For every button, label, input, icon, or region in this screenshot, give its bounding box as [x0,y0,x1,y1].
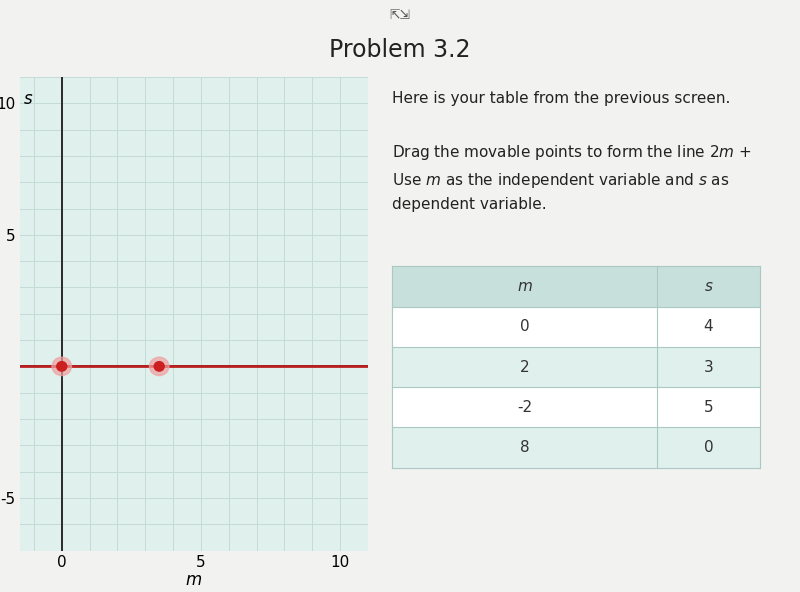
Text: s: s [705,279,713,294]
Text: ⇱⇲: ⇱⇲ [390,9,410,22]
Bar [392,307,657,347]
Bar [657,387,760,427]
Text: -2: -2 [517,400,532,415]
Bar [657,347,760,387]
Text: 8: 8 [520,440,530,455]
Bar [392,347,657,387]
Bar [392,427,657,468]
Bar [657,307,760,347]
Text: 3: 3 [704,359,714,375]
Circle shape [52,357,71,375]
Text: 4: 4 [704,319,714,334]
Text: s: s [24,90,33,108]
Text: Drag the movable points to form the line $2m$ +
Use $m$ as the independent varia: Drag the movable points to form the line… [392,143,751,212]
Bar [657,427,760,468]
Bar [392,387,657,427]
Text: Here is your table from the previous screen.: Here is your table from the previous scr… [392,91,730,106]
Circle shape [154,362,164,371]
Text: m: m [517,279,532,294]
Text: 5: 5 [704,400,714,415]
Bar [657,266,760,307]
Text: 0: 0 [520,319,530,334]
Text: Problem 3.2: Problem 3.2 [330,38,470,63]
X-axis label: m: m [186,571,202,589]
Circle shape [150,357,169,375]
Text: 0: 0 [704,440,714,455]
Bar [392,266,657,307]
Text: 2: 2 [520,359,530,375]
Circle shape [57,362,66,371]
